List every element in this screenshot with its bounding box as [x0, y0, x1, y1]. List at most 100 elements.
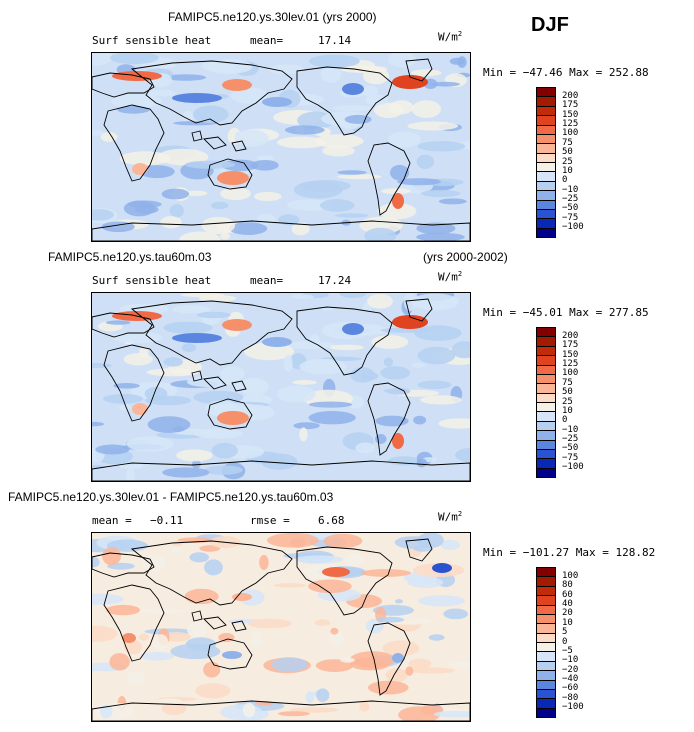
contour-blob — [334, 213, 369, 218]
contour-blob — [291, 222, 310, 236]
contour-blob — [106, 604, 141, 616]
contour-blob — [194, 428, 243, 439]
contour-blob — [141, 555, 166, 571]
contour-hotspot — [217, 411, 249, 425]
panel2-map — [91, 292, 471, 482]
contour-hotspot — [172, 333, 222, 343]
contour-blob — [232, 379, 267, 393]
panel2-years: (yrs 2000-2002) — [423, 250, 508, 264]
contour-blob — [368, 680, 409, 695]
contour-blob — [102, 547, 121, 566]
contour-blob — [321, 305, 333, 311]
contour-blob — [286, 199, 333, 211]
africa-outline — [103, 344, 165, 422]
colorbar-level-label: 75 — [562, 137, 573, 148]
contour-blob — [162, 467, 210, 478]
contour-blob — [220, 704, 263, 721]
contour-blob — [276, 385, 316, 403]
colorbar-level-label: −25 — [562, 194, 579, 204]
contour-blob — [92, 421, 104, 427]
north-america-outline — [296, 306, 393, 376]
contour-blob — [230, 87, 269, 104]
contour-blob — [184, 588, 219, 605]
europe-outline — [92, 72, 155, 98]
panel3-units: W/m2 — [438, 510, 463, 524]
contour-blob — [95, 444, 130, 455]
contour-blob — [428, 634, 445, 641]
contour-hotspot — [342, 83, 364, 95]
contour-blob — [418, 595, 466, 607]
panel2-title: FAMIPC5.ne120.ys.tau60m.03 — [48, 250, 212, 264]
contour-blob — [148, 89, 176, 97]
contour-blob — [247, 618, 292, 629]
contour-blob — [256, 155, 275, 161]
contour-hotspot — [342, 323, 364, 335]
panel1-minmax: Min = −47.46 Max = 252.88 — [483, 66, 649, 79]
contour-blob — [376, 616, 405, 623]
colorbar-level-label: 125 — [562, 119, 579, 129]
contour-blob — [416, 232, 465, 241]
contour-blob — [364, 227, 397, 241]
north-america-outline — [296, 546, 393, 616]
colorbar-level-label: 100 — [562, 128, 579, 139]
contour-blob — [365, 94, 389, 106]
contour-blob — [438, 198, 467, 205]
contour-blob — [417, 533, 444, 548]
colorbar-level-label: 80 — [562, 580, 573, 591]
contour-blob — [195, 683, 231, 699]
contour-blob — [360, 569, 411, 577]
contour-blob — [375, 415, 409, 427]
panel1-mean-label: mean= — [250, 34, 284, 47]
contour-blob — [385, 668, 408, 683]
contour-blob — [332, 105, 376, 112]
colorbar-level-label: 10 — [562, 617, 573, 628]
panel3-minmax: Min = −101.27 Max = 128.82 — [483, 546, 656, 559]
contour-blob — [100, 132, 118, 142]
contour-blob — [176, 449, 213, 462]
maritime-islands-outline — [191, 130, 247, 152]
colorbar-level-label: −75 — [562, 212, 579, 223]
colorbar-level-label: 10 — [562, 405, 573, 416]
panel3-title: FAMIPC5.ne120.ys.30lev.01 - FAMIPC5.ne12… — [8, 490, 334, 504]
contour-blob — [110, 53, 159, 65]
antarctica-outline — [92, 700, 470, 721]
colorbar-level-label: 0 — [562, 175, 568, 186]
contour-blob — [157, 698, 182, 704]
panel3-rmse-value: 6.68 — [318, 514, 345, 527]
contour-blob — [93, 702, 134, 720]
colorbar-level-label: 50 — [562, 147, 573, 158]
eurasia-outline — [130, 60, 293, 126]
contour-blob — [105, 320, 131, 325]
contour-hotspot — [392, 193, 404, 209]
contour-blob — [390, 164, 410, 181]
contour-blob — [189, 552, 209, 563]
contour-blob — [193, 390, 244, 405]
contour-blob — [201, 216, 236, 235]
contour-blob — [417, 346, 456, 365]
colorbar-level-label: 100 — [562, 570, 579, 581]
contour-blob — [380, 366, 411, 380]
panel2-colorbar: 200 175 150 125 100 75 50 25 10 0 −10 −25 −50 −75 −100 — [536, 327, 584, 478]
panel3-mean-label: mean = — [92, 514, 132, 527]
contour-blob — [204, 465, 243, 475]
contour-blob — [192, 105, 229, 124]
contour-blob — [284, 125, 325, 135]
contour-blob — [367, 294, 393, 309]
greenland-outline — [405, 538, 433, 562]
contour-blob — [350, 367, 375, 383]
contour-blob — [417, 380, 452, 390]
contour-blob — [344, 114, 372, 124]
colorbar-level-label: −40 — [562, 674, 579, 684]
contour-hotspot — [392, 653, 404, 663]
colorbar-level-label: −100 — [562, 702, 584, 713]
contour-blob — [407, 121, 459, 131]
contour-blob — [315, 659, 354, 672]
contour-blob — [92, 465, 106, 469]
contour-blob — [218, 632, 235, 643]
contour-blob — [309, 333, 320, 348]
contour-blob — [203, 661, 221, 678]
contour-hotspot — [122, 633, 136, 643]
contour-hotspot — [172, 93, 222, 103]
colorbar-level-label: 150 — [562, 349, 579, 360]
contour-blob — [411, 69, 442, 77]
